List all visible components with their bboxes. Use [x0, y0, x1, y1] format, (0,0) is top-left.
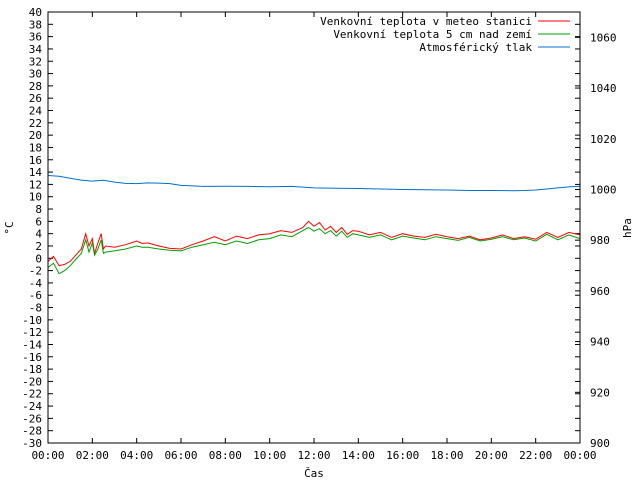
x-tick-label: 06:00 — [164, 449, 197, 462]
y-tick-label: -4 — [29, 277, 43, 290]
y-tick-label: 24 — [29, 105, 43, 118]
y2-tick-label: 920 — [590, 386, 610, 399]
y-tick-label: 20 — [29, 129, 42, 142]
y2-tick-label: 980 — [590, 234, 610, 247]
y-tick-label: -12 — [22, 326, 42, 339]
y2-tick-label: 1060 — [590, 31, 617, 44]
series-line-2 — [47, 175, 581, 192]
y-tick-label: -16 — [22, 351, 42, 364]
y-axis-left-ticks: -30-28-26-24-22-20-18-16-14-12-10-8-6-4-… — [22, 6, 580, 450]
y-tick-label: -24 — [22, 400, 42, 413]
y-tick-label: -14 — [22, 338, 42, 351]
x-tick-label: 00:00 — [31, 449, 64, 462]
y-tick-label: 8 — [35, 203, 42, 216]
legend-label: Venkovní teplota v meteo stanici — [320, 15, 532, 28]
y-tick-label: 34 — [29, 43, 43, 56]
y-tick-label: -20 — [22, 375, 42, 388]
y-tick-label: 16 — [29, 154, 42, 167]
y-tick-label: 32 — [29, 55, 42, 68]
x-axis-title: Čas — [304, 467, 324, 480]
x-tick-label: 04:00 — [120, 449, 153, 462]
x-tick-label: 02:00 — [76, 449, 109, 462]
x-tick-label: 16:00 — [386, 449, 419, 462]
plot-frame — [47, 11, 581, 444]
y-tick-label: 30 — [29, 68, 42, 81]
y2-tick-label: 960 — [590, 285, 610, 298]
y2-tick-label: 1040 — [590, 82, 617, 95]
y-tick-label: -30 — [22, 437, 42, 450]
x-tick-label: 14:00 — [342, 449, 375, 462]
y-tick-label: 10 — [29, 191, 42, 204]
y-tick-label: 14 — [29, 166, 43, 179]
x-tick-label: 12:00 — [297, 449, 330, 462]
legend-label: Atmosférický tlak — [419, 41, 532, 54]
y-tick-label: 18 — [29, 141, 42, 154]
y-tick-label: -6 — [29, 289, 42, 302]
y-axis-left-title: °C — [3, 221, 16, 234]
y-tick-label: 28 — [29, 80, 42, 93]
y-tick-label: -18 — [22, 363, 42, 376]
y-tick-label: 4 — [35, 228, 42, 241]
x-tick-label: 10:00 — [253, 449, 286, 462]
y2-tick-label: 1000 — [590, 183, 617, 196]
y2-tick-label: 940 — [590, 336, 610, 349]
y-tick-label: -22 — [22, 388, 42, 401]
y-tick-label: 0 — [35, 252, 42, 265]
y2-tick-label: 900 — [590, 437, 610, 450]
series-line-0 — [47, 220, 581, 267]
y-tick-label: -26 — [22, 412, 42, 425]
series-lines — [47, 175, 581, 275]
y-tick-label: -2 — [29, 265, 42, 278]
y-tick-label: -8 — [29, 302, 42, 315]
legend-label: Venkovní teplota 5 cm nad zemí — [333, 28, 532, 41]
y-tick-label: 12 — [29, 178, 42, 191]
y2-tick-label: 1020 — [590, 133, 617, 146]
series-line-1 — [47, 226, 581, 275]
y-axis-right-title: hPa — [621, 218, 634, 238]
legend: Venkovní teplota v meteo staniciVenkovní… — [320, 15, 570, 54]
y-tick-label: 22 — [29, 117, 42, 130]
y-tick-label: 26 — [29, 92, 42, 105]
x-axis-ticks: 00:00 02:00 04:00 06:00 08:00 10:00 12:00 14:00… — [31, 12, 597, 462]
y-tick-label: -28 — [22, 425, 42, 438]
x-tick-label: 08:00 — [209, 449, 242, 462]
y-axis-right-ticks: 900 920 940 960 980 1000 1020 1040 1060 — [575, 31, 617, 450]
x-tick-label: 18:00 — [430, 449, 463, 462]
x-tick-label: 20:00 — [475, 449, 508, 462]
y-tick-label: 38 — [29, 18, 42, 31]
y-tick-label: -10 — [22, 314, 42, 327]
x-tick-label: 22:00 — [519, 449, 552, 462]
x-tick-label: 00:00 — [563, 449, 596, 462]
y-tick-label: 40 — [29, 6, 42, 19]
y-tick-label: 36 — [29, 31, 42, 44]
y-tick-label: 2 — [35, 240, 42, 253]
y-tick-label: 6 — [35, 215, 42, 228]
